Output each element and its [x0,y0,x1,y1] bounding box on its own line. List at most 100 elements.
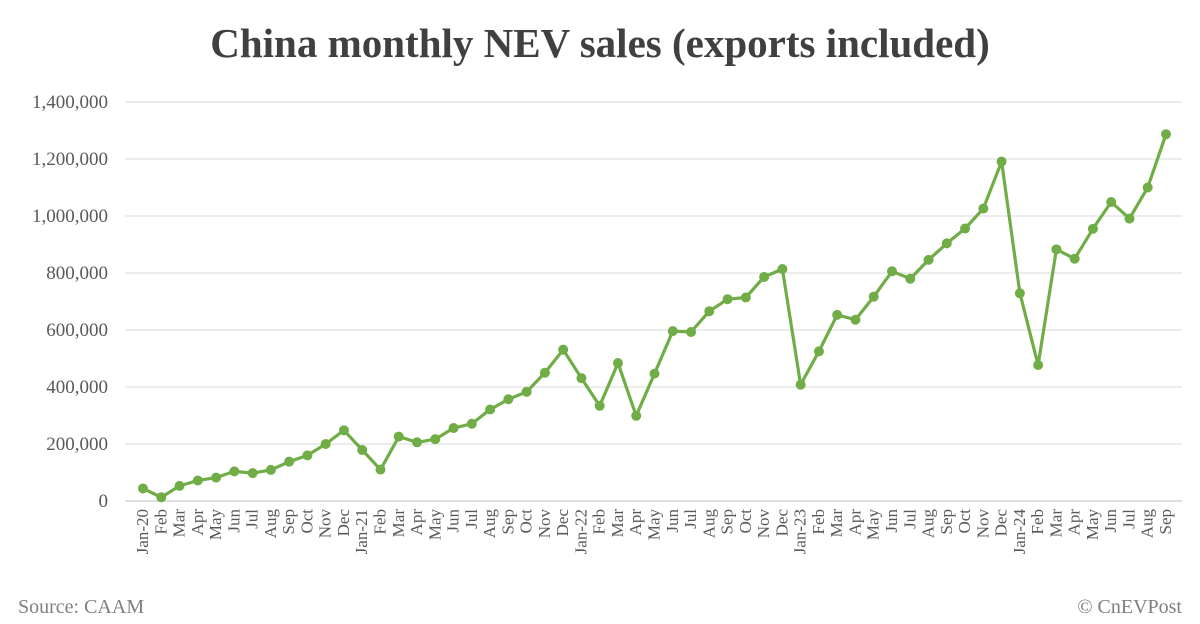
data-point [905,273,916,284]
x-tick-label: Jul [243,509,262,529]
data-point [466,418,477,429]
x-tick-label: Oct [736,509,755,534]
x-tick-label: Dec [553,509,572,537]
data-point [612,358,623,369]
x-tick-label: Aug [1138,509,1157,539]
data-point [412,437,423,448]
y-tick-label: 800,000 [46,263,108,284]
data-point [247,468,258,479]
x-tick-label: Mar [827,509,846,538]
data-point [813,346,824,357]
data-point [978,203,989,214]
data-point [174,480,185,491]
series-line [142,133,1168,499]
x-tick-label: Nov [754,509,773,539]
x-tick-label: Jul [462,509,481,529]
data-point [996,156,1007,167]
data-point [1014,288,1025,299]
data-point [868,291,879,302]
data-point [320,439,331,449]
data-point [1069,253,1080,264]
x-tick-label: Apr [845,509,864,536]
x-tick-label: Sep [718,509,737,535]
x-tick-label: Nov [316,509,335,539]
x-tick-label: Feb [151,509,170,535]
data-point [1033,360,1044,371]
x-tick-label: Sep [498,509,517,535]
data-point [1161,129,1171,140]
data-point [704,306,715,317]
data-point [302,450,313,461]
data-point [1051,244,1062,255]
data-point [539,367,550,378]
x-tick-label: Dec [772,509,791,537]
data-point [1106,197,1117,208]
x-tick-label: Feb [370,509,389,535]
x-tick-label: Jan-23 [791,509,810,554]
data-point [448,423,459,434]
y-tick-label: 400,000 [46,377,108,398]
data-point [759,271,770,282]
x-tick-label: Jul [681,509,700,529]
x-tick-label: May [1083,509,1102,541]
x-tick-label: Mar [1046,509,1065,538]
data-point [667,326,678,337]
x-tick-label: May [425,509,444,541]
x-tick-label: Jul [1119,509,1138,529]
data-point [795,379,806,390]
x-tick-label: Apr [407,509,426,536]
series-nev-sales [138,129,1171,503]
data-point [594,400,605,411]
x-tick-label: Apr [188,509,207,536]
data-point [503,394,514,405]
x-tick-label: Feb [809,509,828,535]
y-axis-ticks: 0 200,000 400,000 600,000 800,000 1,000,000 1,… [32,92,108,512]
x-tick-label: Jan-24 [1010,509,1029,555]
data-point [631,410,642,421]
x-tick-label: Oct [955,509,974,534]
x-tick-label: Apr [626,509,645,536]
data-point [393,431,404,442]
gridlines [125,101,1182,502]
data-point [740,292,751,303]
y-tick-label: 0 [99,491,109,512]
data-point [686,326,697,337]
credit-note: © CnEVPost [1077,596,1182,618]
x-tick-label: Jun [882,509,901,533]
data-point [229,466,240,477]
x-tick-label: Jun [224,509,243,533]
x-tick-label: Apr [1065,509,1084,536]
x-tick-label: Dec [334,509,353,537]
data-point [1142,182,1153,193]
data-point [521,386,532,397]
x-tick-label: Aug [480,509,499,539]
data-point [192,475,203,486]
data-point [1087,223,1098,234]
data-point [284,456,295,467]
data-point [430,434,441,445]
data-point [558,344,569,355]
x-tick-label: Aug [699,509,718,539]
x-tick-label: Jul [900,509,919,529]
x-tick-label: Aug [261,509,280,539]
x-tick-label: Dec [992,509,1011,537]
data-point [576,373,587,384]
x-tick-label: May [206,509,225,541]
x-tick-label: Mar [170,509,189,538]
chart-title: China monthly NEV sales (exports include… [210,20,989,66]
data-point [1124,213,1135,224]
x-tick-label: Jun [663,509,682,533]
x-tick-label: Nov [973,509,992,539]
y-tick-label: 1,000,000 [32,206,108,227]
x-tick-label: Mar [389,509,408,538]
x-tick-label: May [864,509,883,541]
y-tick-label: 1,200,000 [32,149,108,170]
data-point [777,264,788,275]
data-point [923,254,934,265]
data-point [138,483,148,494]
y-tick-label: 200,000 [46,434,108,455]
x-tick-label: Oct [517,509,536,534]
data-point [357,444,368,455]
data-point [886,266,897,277]
